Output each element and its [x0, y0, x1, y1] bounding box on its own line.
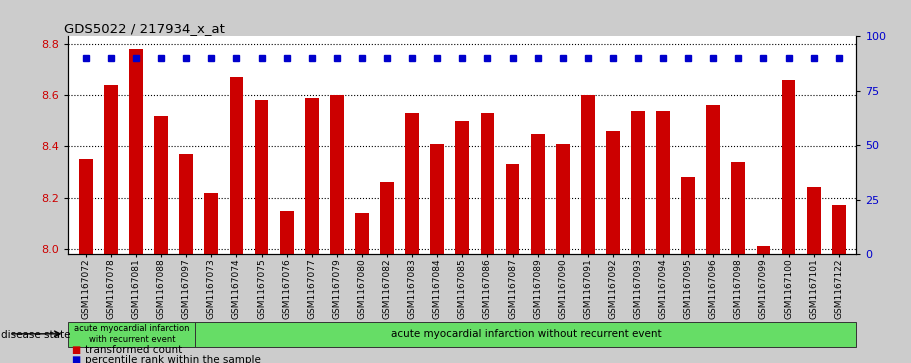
Bar: [581, 95, 595, 254]
Bar: [556, 144, 569, 254]
Text: percentile rank within the sample: percentile rank within the sample: [85, 355, 261, 363]
Bar: [204, 193, 219, 254]
Bar: [480, 113, 495, 254]
Bar: [355, 213, 369, 254]
Bar: [807, 187, 821, 254]
Bar: [782, 80, 795, 254]
Bar: [405, 113, 419, 254]
Bar: [606, 131, 619, 254]
Text: GDS5022 / 217934_x_at: GDS5022 / 217934_x_at: [65, 22, 225, 35]
Bar: [430, 144, 445, 254]
Bar: [255, 100, 269, 254]
Bar: [456, 121, 469, 254]
Bar: [196, 322, 856, 347]
Bar: [631, 111, 645, 254]
Bar: [681, 177, 695, 254]
Text: ■: ■: [71, 355, 80, 363]
Bar: [280, 211, 293, 254]
Bar: [230, 77, 243, 254]
Bar: [179, 154, 193, 254]
Text: ■: ■: [71, 345, 80, 355]
Bar: [330, 95, 343, 254]
Text: disease state: disease state: [1, 330, 70, 340]
Bar: [756, 246, 771, 254]
Bar: [129, 49, 143, 254]
Text: transformed count: transformed count: [85, 345, 182, 355]
Text: acute myocardial infarction without recurrent event: acute myocardial infarction without recu…: [391, 329, 661, 339]
Bar: [656, 111, 670, 254]
Bar: [706, 106, 721, 254]
Bar: [154, 116, 169, 254]
Bar: [732, 162, 745, 254]
Bar: [104, 85, 118, 254]
Text: acute myocardial infarction
with recurrent event: acute myocardial infarction with recurre…: [74, 324, 189, 343]
Bar: [79, 159, 93, 254]
Bar: [305, 98, 319, 254]
Bar: [68, 322, 196, 347]
Bar: [832, 205, 845, 254]
Bar: [380, 182, 394, 254]
Bar: [506, 164, 519, 254]
Bar: [531, 134, 545, 254]
